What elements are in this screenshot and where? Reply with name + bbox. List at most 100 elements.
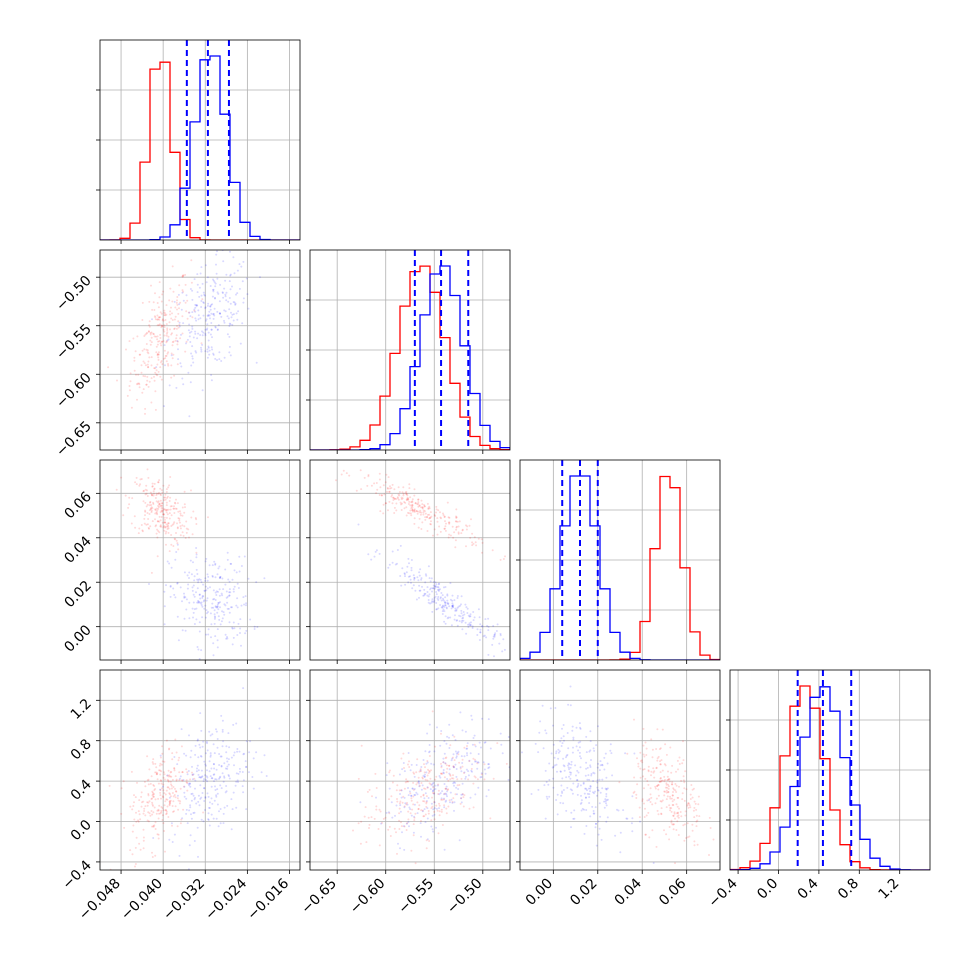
scatter-point xyxy=(202,811,205,814)
scatter-point xyxy=(665,791,668,794)
scatter-point xyxy=(206,769,208,772)
scatter-point xyxy=(686,804,689,807)
scatter-point xyxy=(664,764,667,767)
scatter-point xyxy=(168,787,171,790)
scatter-point xyxy=(142,812,145,815)
scatter-point xyxy=(569,788,572,791)
scatter-point xyxy=(670,810,673,813)
scatter-point xyxy=(201,792,204,794)
scatter-point xyxy=(355,489,358,492)
scatter-point xyxy=(134,481,137,484)
scatter-point xyxy=(181,600,183,603)
scatter-point xyxy=(659,777,662,779)
scatter-point xyxy=(426,591,429,593)
scatter-point xyxy=(199,578,202,581)
scatter-point xyxy=(434,784,437,787)
scatter-point xyxy=(390,495,393,498)
scatter-point xyxy=(454,546,457,549)
scatter-point xyxy=(195,551,198,554)
scatter-point xyxy=(150,506,153,509)
scatter-point xyxy=(437,599,440,601)
scatter-point xyxy=(437,607,440,610)
scatter-point xyxy=(225,596,228,599)
scatter-point xyxy=(421,506,424,509)
x-tick-label: 0.0 xyxy=(754,876,781,903)
scatter-point xyxy=(453,809,455,812)
scatter-point xyxy=(599,764,602,767)
scatter-point xyxy=(260,771,263,774)
scatter-point xyxy=(422,594,425,597)
scatter-point xyxy=(456,778,459,781)
scatter-point xyxy=(198,578,201,581)
scatter-point xyxy=(212,288,214,291)
scatter-point xyxy=(182,534,185,537)
scatter-point xyxy=(445,756,448,759)
scatter-point xyxy=(688,804,691,807)
scatter-point xyxy=(217,825,220,828)
scatter-point xyxy=(160,509,163,512)
scatter-point xyxy=(450,759,453,762)
scatter-point xyxy=(218,351,221,354)
scatter-point xyxy=(671,794,674,797)
scatter-point xyxy=(388,825,391,828)
scatter-point xyxy=(263,754,266,757)
scatter-point xyxy=(173,521,176,524)
scatter-point xyxy=(408,760,410,763)
scatter-point xyxy=(656,784,659,787)
scatter-point xyxy=(173,769,176,772)
scatter-point xyxy=(641,798,644,801)
scatter-point xyxy=(488,763,490,766)
scatter-point xyxy=(157,316,160,319)
scatter-point xyxy=(210,777,213,780)
scatter-point xyxy=(601,763,604,766)
scatter-point xyxy=(212,353,215,356)
scatter-point xyxy=(225,637,228,640)
scatter-point xyxy=(157,508,160,510)
scatter-point xyxy=(452,774,454,777)
scatter-point xyxy=(195,556,198,559)
scatter-point xyxy=(639,767,642,770)
scatter-point xyxy=(465,524,467,527)
scatter-point xyxy=(178,284,181,287)
scatter-point xyxy=(455,755,458,758)
scatter-point xyxy=(487,629,490,632)
scatter-point xyxy=(148,320,151,323)
density-contour xyxy=(525,714,636,839)
scatter-point xyxy=(162,290,165,293)
scatter-point xyxy=(228,322,231,325)
scatter-point xyxy=(683,787,686,790)
scatter-point xyxy=(465,545,467,548)
scatter-point xyxy=(414,502,417,505)
scatter-point xyxy=(660,800,663,803)
scatter-point xyxy=(430,769,432,772)
scatter-point xyxy=(590,774,593,777)
scatter-point xyxy=(678,756,681,759)
scatter-point xyxy=(461,793,464,796)
scatter-point xyxy=(201,389,204,392)
scatter-point xyxy=(609,749,612,752)
scatter-point xyxy=(212,278,214,281)
scatter-point xyxy=(440,772,443,775)
scatter-point xyxy=(233,585,236,588)
scatter-point xyxy=(672,828,675,831)
scatter-point xyxy=(175,386,178,389)
scatter-point xyxy=(195,568,198,571)
scatter-point xyxy=(534,742,537,745)
scatter-point xyxy=(156,343,159,346)
scatter-point xyxy=(107,366,110,369)
scatter-point xyxy=(673,812,676,815)
scatter-point xyxy=(470,518,472,521)
scatter-point xyxy=(373,555,376,558)
scatter-point xyxy=(255,361,258,364)
scatter-point xyxy=(572,817,575,820)
scatter-point xyxy=(204,778,207,781)
scatter-point xyxy=(415,510,418,513)
scatter-point xyxy=(387,487,389,490)
scatter-point xyxy=(492,777,495,780)
scatter-point xyxy=(644,777,647,780)
scatter-point xyxy=(435,775,438,778)
scatter-point xyxy=(605,802,607,805)
scatter-point xyxy=(203,787,206,790)
scatter-point xyxy=(202,780,205,783)
scatter-point xyxy=(460,532,463,535)
